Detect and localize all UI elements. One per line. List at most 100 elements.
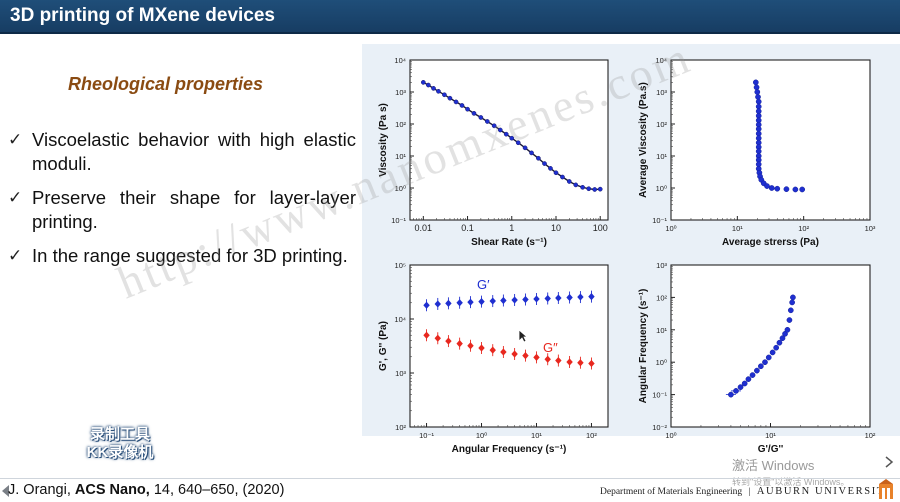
y-tick-label: 10⁰ — [656, 184, 667, 193]
x-tick-label: 0.1 — [461, 223, 474, 233]
citation: J. Orangi, ACS Nano, 14, 640–650, (2020) — [8, 482, 284, 498]
data-point — [745, 376, 752, 382]
data-point — [597, 186, 603, 192]
department-name: Department of Materials Engineering — [600, 487, 743, 497]
x-tick-label: 10⁰ — [665, 431, 676, 440]
y-tick-label: 10⁴ — [394, 56, 406, 65]
data-point — [741, 380, 748, 387]
data-point — [542, 161, 547, 166]
y-tick-label: 10⁻¹ — [652, 391, 667, 400]
data-point — [459, 103, 465, 108]
data-point — [768, 185, 775, 191]
recorder-logo-line: 录制工具 — [89, 426, 150, 443]
data-point — [426, 82, 431, 88]
x-tick-label: 10¹ — [765, 431, 776, 440]
data-point — [423, 301, 430, 309]
data-point — [769, 349, 776, 356]
y-tick-label: 10⁻¹ — [652, 216, 667, 225]
x-tick-label: 10¹ — [732, 224, 743, 233]
y-tick-label: 10⁵ — [395, 261, 406, 270]
data-point — [764, 183, 770, 189]
data-point — [592, 187, 598, 192]
data-point — [755, 148, 762, 155]
data-point — [779, 335, 786, 342]
data-point — [467, 342, 474, 350]
recorder-logo-line: KK录像机 — [86, 444, 154, 461]
y-tick-label: 10⁻² — [652, 423, 667, 432]
y-tick-label: 10⁴ — [394, 315, 406, 324]
data-point — [491, 123, 497, 129]
plot-frame — [409, 264, 609, 428]
y-tick-label: 10¹ — [395, 152, 406, 161]
y-tick-label: 10⁻¹ — [391, 216, 406, 225]
y-tick-label: 10¹ — [656, 152, 667, 161]
data-point — [783, 186, 790, 193]
windows-activation-title: 激活 Windows — [732, 458, 815, 473]
slide-edge-marker — [885, 455, 897, 479]
previous-slide-icon[interactable] — [0, 484, 10, 498]
data-point — [728, 391, 734, 398]
data-point — [533, 353, 540, 361]
legend-gdouble: G″ — [543, 340, 558, 355]
slide-title: 3D printing of MXene devices — [10, 5, 275, 26]
x-axis-label: G'/G'' — [758, 444, 783, 455]
data-point — [790, 294, 796, 301]
y-tick-label: 10¹ — [656, 326, 667, 335]
data-point — [737, 384, 744, 390]
data-point — [577, 293, 584, 301]
data-point — [774, 185, 781, 192]
y-tick-label: 10⁰ — [395, 184, 406, 193]
footer-bar — [0, 478, 900, 502]
moduli-vs-frequency-chart: 10⁻¹ 10⁰ 10¹ 10² 10² 10³ 10⁴ 10⁵ Angular Frequen… — [378, 261, 609, 455]
data-point — [497, 127, 503, 133]
data-point — [765, 354, 772, 361]
data-point — [434, 334, 441, 342]
x-axis-label: Average strerss (Pa) — [722, 237, 819, 248]
citation-journal: ACS Nano, — [74, 482, 150, 498]
university-logo-icon — [879, 479, 893, 499]
plot-frame — [670, 264, 871, 428]
data-point — [511, 296, 518, 304]
x-tick-label: 10¹ — [531, 431, 542, 440]
data-point — [503, 131, 509, 137]
data-point — [789, 299, 795, 306]
x-tick-label: 10² — [798, 224, 809, 233]
x-tick-label: 100 — [593, 223, 608, 233]
y-axis-label: Angular Frequency (s⁻¹) — [638, 289, 649, 404]
data-point — [553, 170, 559, 176]
y-axis-label: Viscosity (Pa s) — [378, 103, 389, 177]
y-tick-label: 10² — [395, 120, 406, 129]
y-tick-label: 10² — [656, 120, 667, 129]
x-tick-label: 1 — [509, 223, 514, 233]
legend-gprime: G′ — [477, 277, 490, 292]
data-point — [500, 296, 507, 305]
section-subtitle: Rheological properties — [68, 74, 264, 94]
university-name: AUBURN UNIVERSITY — [756, 486, 895, 497]
data-point — [758, 363, 764, 370]
y-tick-label: 10³ — [656, 88, 667, 97]
data-point — [566, 293, 573, 302]
data-point — [792, 186, 799, 193]
bullet-text: In the range suggested for 3D printing. — [32, 245, 348, 266]
data-point — [754, 89, 761, 95]
data-point — [489, 297, 496, 305]
data-point — [467, 298, 474, 306]
data-point — [773, 344, 780, 351]
data-point — [465, 106, 470, 112]
data-point — [787, 307, 794, 314]
data-point — [755, 94, 761, 100]
footer-separator: | — [748, 487, 751, 497]
x-tick-label: 10⁰ — [476, 431, 487, 440]
bullet-item: ✓ Viscoelastic behavior with high elasti… — [8, 128, 356, 176]
data-point — [471, 111, 477, 116]
data-point — [436, 88, 441, 94]
data-point — [566, 358, 573, 366]
bullet-text: Viscoelastic behavior with high elastic … — [32, 129, 356, 174]
y-tick-label: 10² — [656, 293, 667, 302]
data-point — [423, 331, 430, 339]
data-point — [749, 372, 756, 378]
x-tick-label: 10⁻¹ — [419, 431, 434, 440]
data-point — [442, 92, 447, 98]
data-point — [560, 174, 565, 180]
viscosity-vs-shear-rate-chart: 0.01 0.1 1 10 100 10⁻¹ 10⁰ 10¹ 10² 10³ 10⁴ Shear Ra… — [378, 56, 609, 248]
